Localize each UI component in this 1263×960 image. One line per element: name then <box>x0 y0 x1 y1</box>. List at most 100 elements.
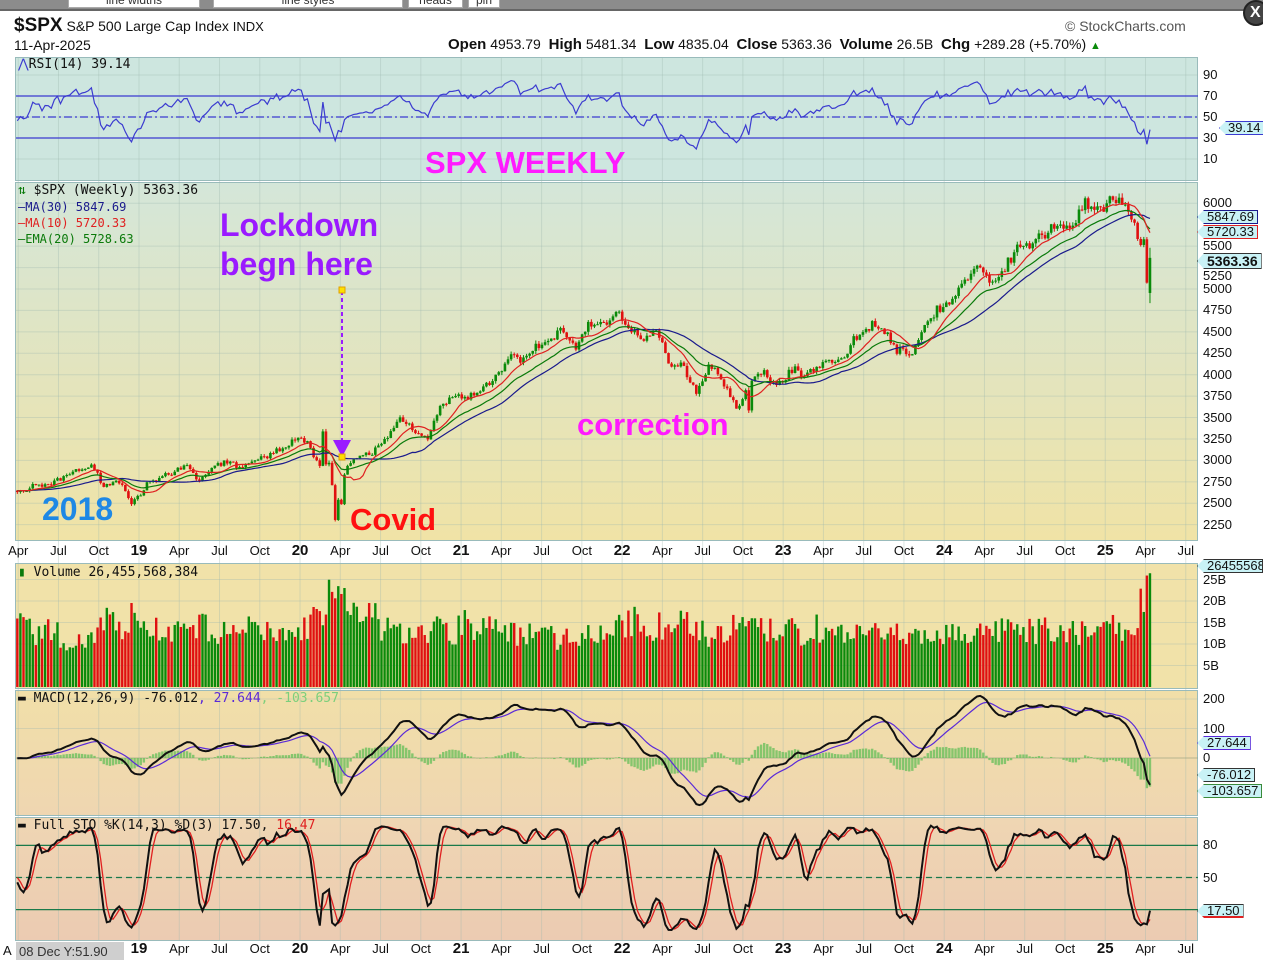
macd-histogram-bar <box>975 748 979 758</box>
volume-bar <box>562 634 565 687</box>
volume-bar <box>667 624 670 687</box>
macd-histogram-bar <box>225 755 229 758</box>
macd-histogram-bar <box>334 758 337 783</box>
macd-histogram-bar <box>506 752 510 758</box>
candle-body <box>611 316 615 321</box>
macd-histogram-bar <box>806 753 809 758</box>
macd-histogram-bar <box>608 758 612 760</box>
tab-heads[interactable]: heads <box>408 0 463 8</box>
volume-bar <box>164 637 167 687</box>
macd-histogram-bar <box>503 753 507 758</box>
candle-body <box>586 321 590 332</box>
candle-body <box>614 311 618 317</box>
volume-bar <box>343 588 346 687</box>
volume-bar <box>250 621 254 687</box>
macd-histogram-bar <box>602 758 605 759</box>
x-axis-label-bottom: 24 <box>935 940 953 957</box>
volume-bar <box>867 630 871 687</box>
candle-body <box>509 354 513 360</box>
candle-body <box>741 399 744 406</box>
close-button[interactable]: X <box>1243 0 1263 26</box>
macd-histogram-bar <box>117 758 121 765</box>
candle-body <box>679 362 683 367</box>
volume-bar <box>361 621 365 687</box>
macd-histogram-bar <box>639 758 642 771</box>
volume-bar <box>929 641 933 687</box>
macd-histogram-bar <box>982 752 985 758</box>
candle-body <box>830 359 834 363</box>
candle-body <box>1120 197 1124 205</box>
volume-bar <box>972 635 976 687</box>
candle-body <box>364 452 368 456</box>
price-axis-tick: 4500 <box>1203 323 1232 339</box>
candle-body <box>574 342 578 350</box>
candle-body <box>639 335 643 340</box>
x-axis-label-top: 20 <box>291 542 309 559</box>
candle-body <box>920 332 923 340</box>
exchange: INDX <box>232 19 264 34</box>
candle-body <box>201 476 204 481</box>
volume-axis-tick: 20B <box>1203 593 1227 608</box>
candle-body <box>1015 244 1019 253</box>
macd-histogram-bar <box>722 755 726 758</box>
macd-histogram-bar <box>716 752 720 758</box>
candle-body <box>222 460 226 466</box>
macd-histogram-bar <box>651 758 655 767</box>
macd-histogram-bar <box>667 758 670 772</box>
macd-histogram-bar <box>945 746 948 758</box>
volume-bar <box>1077 644 1081 687</box>
volume-bar <box>392 624 396 687</box>
candle-body <box>441 403 445 406</box>
volume-bar <box>43 624 47 687</box>
x-axis-label-top: Jul <box>855 543 872 558</box>
volume-bar <box>435 616 439 687</box>
macd-histogram-bar <box>442 752 445 758</box>
x-axis-label-bottom: 23 <box>774 940 792 957</box>
volume-bar <box>374 603 377 687</box>
volume-bar <box>602 639 605 687</box>
macd-histogram-bar <box>130 758 133 769</box>
volume-bar <box>982 635 985 687</box>
volume-bar <box>781 636 784 687</box>
candle-body <box>1127 204 1130 212</box>
candle-body <box>790 369 794 373</box>
tab-line-styles[interactable]: line styles <box>213 0 403 8</box>
volume-bar <box>451 644 454 687</box>
macd-histogram-bar <box>719 753 723 758</box>
volume-bar <box>778 634 781 687</box>
candle-body <box>713 367 717 369</box>
tab-line-widths[interactable]: line widths <box>68 0 200 8</box>
volume-bar <box>364 616 368 687</box>
macd-histogram-bar <box>889 758 892 763</box>
macd-histogram-bar <box>53 755 56 758</box>
candle-body <box>500 371 504 373</box>
candle-body <box>914 345 917 355</box>
candle-body <box>432 420 436 431</box>
macd-histogram-bar <box>938 747 942 758</box>
volume-bar <box>68 647 71 687</box>
macd-histogram-bar <box>355 752 359 758</box>
volume-bar <box>1022 627 1025 687</box>
volume-bar <box>553 633 556 687</box>
candle-body <box>1009 257 1013 263</box>
volume-bar <box>975 628 979 687</box>
annotation-anchor-handle <box>338 286 346 294</box>
tab-pin[interactable]: pin <box>468 0 500 8</box>
volume-bar <box>31 634 34 687</box>
candle-body <box>1108 196 1112 204</box>
candle-body <box>590 321 593 327</box>
macd-histogram-bar <box>1062 758 1065 760</box>
volume-bar <box>889 627 892 687</box>
macd-histogram-bar <box>272 756 275 758</box>
rsi-value-tag: 39.14 <box>1219 121 1263 135</box>
volume-bar <box>513 623 516 687</box>
macd-histogram-bar <box>645 758 649 770</box>
candle-body <box>664 342 667 354</box>
macd-histogram-bar <box>170 751 173 758</box>
volume-bar <box>235 632 238 687</box>
volume-bar <box>1145 575 1149 687</box>
candle-body <box>469 392 473 400</box>
cursor-readout: 08 Dec Y:51.90 <box>16 942 124 960</box>
candle-body <box>31 484 35 489</box>
